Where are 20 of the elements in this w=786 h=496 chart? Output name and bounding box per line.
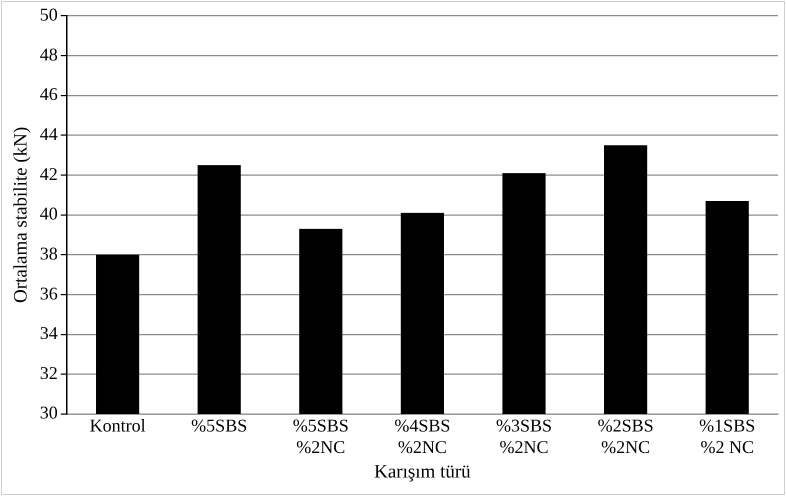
x-tick-label: %3SBS %2NC [496, 416, 552, 458]
y-axis-title: Ortalama stabilite (kN) [10, 126, 32, 304]
x-axis-title: Karışım türü [374, 462, 472, 483]
x-tick-label: %5SBS %2NC [292, 416, 349, 458]
x-tick-label: Kontrol [90, 416, 146, 436]
y-tick-label: 46 [40, 84, 58, 104]
y-tick-label: 38 [40, 243, 58, 264]
y-tick-label: 34 [40, 323, 58, 344]
x-tick-label: %4SBS %2NC [394, 416, 450, 458]
y-tick-label: 44 [40, 124, 58, 144]
y-tick-label: 32 [40, 362, 58, 383]
x-tick-label: %5SBS [191, 416, 248, 436]
x-tick-label: %2SBS %2NC [598, 416, 654, 458]
y-tick-label: 30 [40, 402, 58, 423]
y-tick-label: 50 [40, 4, 58, 25]
y-tick-label: 42 [40, 164, 58, 184]
y-tick-label: 36 [40, 283, 58, 304]
x-tick-label: %1SBS %2 NC [699, 416, 756, 458]
y-tick-label: 48 [40, 44, 58, 64]
y-tick-label: 40 [40, 204, 58, 224]
